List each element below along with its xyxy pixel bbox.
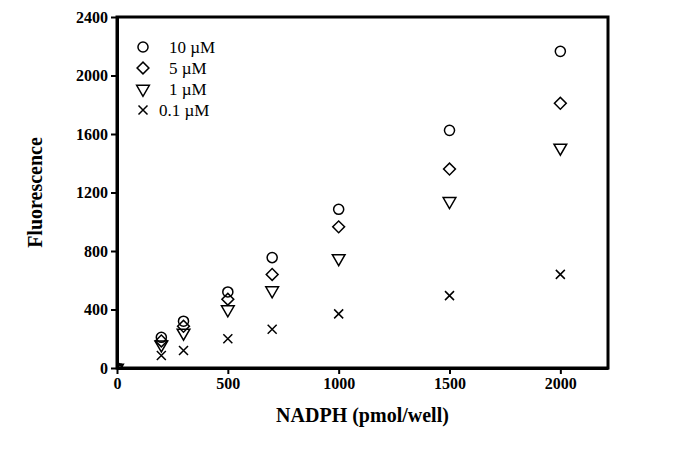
tick: 1500 — [434, 368, 466, 392]
tick-mark — [111, 192, 117, 194]
point — [444, 163, 456, 175]
point — [157, 351, 166, 360]
plot: 0 500 1000 1500 2000 0 400 800 1200 1600 2000 2400 1… — [76, 9, 609, 393]
point — [556, 270, 565, 279]
tick-mark — [560, 368, 562, 374]
legend-label: 0.1 µM — [159, 101, 209, 120]
point — [117, 364, 123, 368]
tick: 0 — [114, 368, 122, 392]
legend-marker — [137, 85, 150, 96]
tick-label: 1600 — [76, 126, 108, 143]
tick: 500 — [216, 368, 240, 392]
series — [117, 144, 567, 368]
tick-label: 2400 — [76, 9, 108, 26]
point — [555, 46, 565, 56]
tick-label: 1200 — [76, 184, 108, 201]
point — [117, 364, 122, 369]
point — [222, 293, 234, 305]
y-axis: 0 400 800 1200 1600 2000 2400 — [76, 9, 118, 377]
legend-item: 5 µM — [137, 59, 207, 78]
tick-mark — [449, 368, 451, 374]
points — [117, 46, 567, 368]
tick-mark — [111, 309, 117, 311]
legend-item: 10 µM — [138, 38, 215, 57]
tick: 2400 — [76, 9, 117, 26]
chart: 0 500 1000 1500 2000 0 400 800 1200 1600 2000 2400 1… — [0, 0, 677, 452]
tick: 1600 — [76, 126, 117, 143]
point — [268, 325, 277, 334]
tick-mark — [111, 75, 117, 77]
series — [117, 270, 565, 368]
point — [333, 221, 345, 233]
axis-line — [118, 367, 609, 370]
tick-mark — [338, 368, 340, 374]
tick: 400 — [84, 301, 117, 318]
point — [177, 329, 190, 340]
point — [178, 320, 190, 332]
x-axis: 0 500 1000 1500 2000 — [114, 368, 609, 392]
tick-label: 500 — [216, 375, 240, 392]
tick-mark — [111, 368, 117, 370]
tick-label: 2000 — [76, 67, 108, 84]
tick-mark — [111, 134, 117, 136]
legend-item: 1 µM — [137, 80, 207, 99]
point — [155, 341, 168, 352]
tick: 800 — [84, 243, 117, 260]
point — [223, 334, 232, 343]
tick: 2000 — [76, 67, 117, 84]
tick: 1200 — [76, 184, 117, 201]
tick-label: 1000 — [323, 375, 355, 392]
point — [444, 125, 454, 135]
legend-label: 1 µM — [169, 80, 207, 99]
legend-marker — [137, 62, 149, 74]
tick-mark — [111, 17, 117, 19]
point — [221, 306, 234, 317]
legend-item: 0.1 µM — [139, 101, 210, 120]
point — [443, 198, 456, 209]
legend-marker — [139, 106, 148, 115]
point — [267, 253, 277, 263]
point — [334, 204, 344, 214]
tick: 0 — [100, 360, 117, 377]
y-axis-title: Fluorescence — [24, 137, 46, 248]
point — [332, 255, 345, 266]
tick-mark — [111, 251, 117, 253]
x-axis-title: NADPH (pmol/well) — [276, 404, 449, 427]
point — [554, 97, 566, 109]
point — [266, 268, 278, 280]
tick-label: 800 — [84, 243, 108, 260]
tick-label: 0 — [114, 375, 122, 392]
tick-label: 1500 — [434, 375, 466, 392]
tick-label: 0 — [100, 360, 108, 377]
tick-label: 2000 — [545, 375, 577, 392]
tick: 2000 — [545, 368, 577, 392]
point — [179, 346, 188, 355]
tick-label: 400 — [84, 301, 108, 318]
series — [117, 97, 566, 368]
tick: 1000 — [323, 368, 355, 392]
point — [334, 309, 343, 318]
point — [554, 144, 567, 155]
legend-label: 10 µM — [169, 38, 215, 57]
legend-marker — [138, 42, 148, 52]
point — [445, 291, 454, 300]
tick-mark — [227, 368, 229, 374]
point — [266, 287, 279, 298]
legend-label: 5 µM — [169, 59, 207, 78]
legend: 10 µM 5 µM 1 µM 0.1 µM — [137, 38, 216, 120]
plot-frame — [117, 17, 608, 368]
series — [117, 46, 565, 368]
point — [223, 287, 233, 297]
